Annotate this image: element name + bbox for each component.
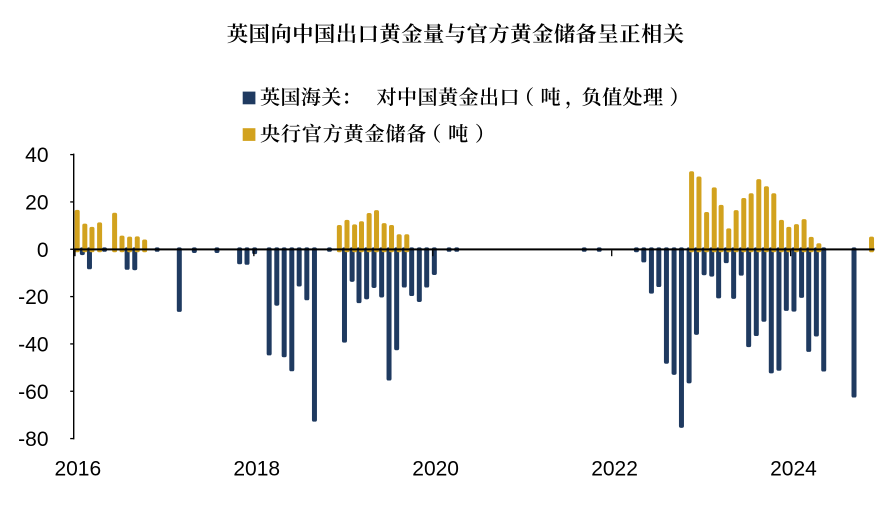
- svg-text:2018: 2018: [233, 457, 280, 480]
- svg-text:-20: -20: [18, 286, 48, 309]
- svg-text:0: 0: [37, 239, 49, 262]
- svg-text:-40: -40: [18, 334, 48, 357]
- svg-text:2024: 2024: [770, 457, 817, 480]
- svg-text:40: 40: [25, 144, 48, 167]
- svg-text:2016: 2016: [54, 457, 101, 480]
- svg-text:20: 20: [25, 192, 48, 215]
- svg-text:-80: -80: [18, 428, 48, 451]
- svg-text:-60: -60: [18, 381, 48, 404]
- svg-text:2020: 2020: [412, 457, 459, 480]
- svg-text:2022: 2022: [591, 457, 638, 480]
